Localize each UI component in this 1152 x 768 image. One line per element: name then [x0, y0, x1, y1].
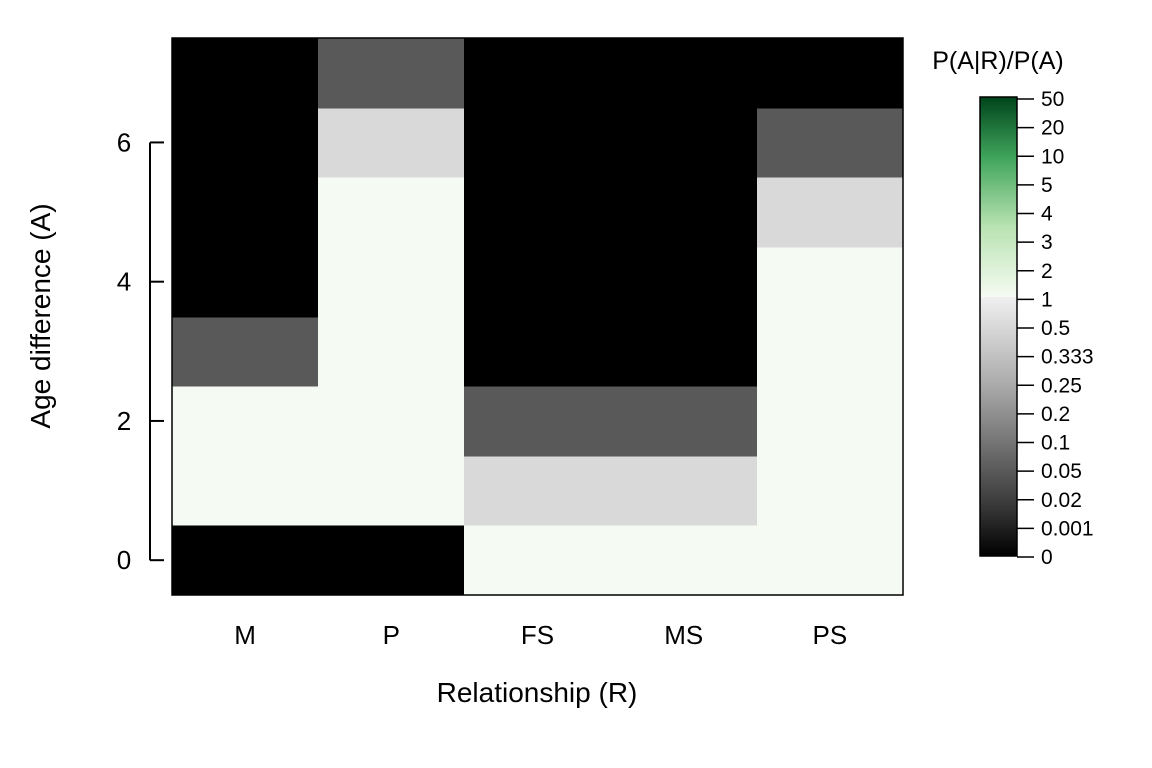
heatmap-cell-MS-4 — [611, 247, 758, 318]
heatmap-cell-FS-0 — [464, 525, 612, 596]
heatmap-cell-M-7 — [172, 38, 319, 109]
y-axis-title: Age difference (A) — [25, 203, 56, 428]
heatmap-cell-MS-3 — [611, 317, 758, 387]
heatmap-cell-PS-4 — [757, 247, 904, 318]
y-tick-label-6: 6 — [117, 127, 131, 157]
legend: P(A|R)/P(A) 50 20 10 5 4 3 2 1 0.5 0.333 0.25 0.2 0.… — [932, 47, 1093, 569]
heatmap-cell-M-1 — [172, 456, 319, 526]
heatmap-cell-FS-4 — [464, 247, 612, 318]
x-tick-label-MS: MS — [664, 620, 703, 650]
heatmap-cell-FS-7 — [464, 38, 612, 109]
legend-green-bar — [980, 97, 1017, 297]
heatmap-cell-P-0 — [318, 525, 465, 596]
heatmap-cell-M-2 — [172, 386, 319, 457]
heatmap-cell-P-6 — [318, 108, 465, 178]
heatmap-cell-M-3 — [172, 317, 319, 387]
legend-title: P(A|R)/P(A) — [932, 47, 1064, 75]
legend-label-0.05: 0.05 — [1041, 460, 1082, 483]
legend-border — [979, 96, 1018, 557]
legend-label-0.333: 0.333 — [1041, 346, 1094, 369]
legend-label-0.1: 0.1 — [1041, 432, 1070, 455]
x-tick-label-M: M — [234, 620, 256, 650]
heatmap-cell-MS-1 — [611, 456, 758, 526]
heatmap-cell-MS-6 — [611, 108, 758, 178]
legend-label-4: 4 — [1041, 203, 1053, 226]
x-tick-label-FS: FS — [521, 620, 554, 650]
heatmap-cell-FS-6 — [464, 108, 612, 178]
legend-ticks: 50 20 10 5 4 3 2 1 0.5 0.333 0.25 0.2 0.1 0.05 0.02 0.0… — [1017, 88, 1094, 569]
heatmap-cell-M-6 — [172, 108, 319, 178]
x-axis-title: Relationship (R) — [437, 677, 638, 708]
heatmap-cell-MS-0 — [611, 525, 758, 596]
heatmap-cell-MS-5 — [611, 177, 758, 248]
heatmap-cell-FS-2 — [464, 386, 612, 457]
heatmap-cell-PS-5 — [757, 177, 904, 248]
legend-label-1: 1 — [1041, 288, 1053, 311]
x-axis-labels: M P FS MS PS — [234, 620, 847, 650]
legend-label-0.2: 0.2 — [1041, 403, 1070, 426]
legend-label-0.25: 0.25 — [1041, 374, 1082, 397]
heatmap-cell-FS-1 — [464, 456, 612, 526]
heatmap-cell-M-0 — [172, 525, 319, 596]
heatmap-cell-FS-3 — [464, 317, 612, 387]
legend-grey-bar — [980, 297, 1017, 556]
heatmap-cell-PS-2 — [757, 386, 904, 457]
legend-label-3: 3 — [1041, 231, 1053, 254]
y-axis: 0 2 4 6 — [117, 127, 164, 575]
legend-label-2: 2 — [1041, 260, 1053, 283]
x-tick-label-P: P — [383, 620, 400, 650]
heatmap-cell-PS-7 — [757, 38, 904, 109]
heatmap-cell-P-5 — [318, 177, 465, 248]
legend-label-20: 20 — [1041, 117, 1064, 140]
heatmap-cell-P-3 — [318, 317, 465, 387]
heatmap-cell-MS-2 — [611, 386, 758, 457]
heatmap-cells — [172, 38, 904, 596]
x-tick-label-PS: PS — [813, 620, 848, 650]
legend-label-50: 50 — [1041, 88, 1064, 111]
heatmap-cell-P-4 — [318, 247, 465, 318]
legend-label-0: 0 — [1041, 546, 1053, 569]
heatmap-cell-P-1 — [318, 456, 465, 526]
legend-label-5: 5 — [1041, 174, 1053, 197]
heatmap-cell-P-7 — [318, 38, 465, 109]
legend-label-0.02: 0.02 — [1041, 489, 1082, 512]
legend-label-0.001: 0.001 — [1041, 517, 1094, 540]
heatmap-cell-P-2 — [318, 386, 465, 457]
legend-label-0.5: 0.5 — [1041, 317, 1070, 340]
heatmap-cell-M-5 — [172, 177, 319, 248]
heatmap-cell-FS-5 — [464, 177, 612, 248]
y-tick-label-2: 2 — [117, 406, 131, 436]
heatmap-cell-PS-6 — [757, 108, 904, 178]
heatmap-cell-MS-7 — [611, 38, 758, 109]
plot-border — [171, 37, 904, 596]
y-tick-label-4: 4 — [117, 267, 131, 297]
heatmap-cell-PS-3 — [757, 317, 904, 387]
heatmap-cell-M-4 — [172, 247, 319, 318]
legend-label-10: 10 — [1041, 145, 1064, 168]
heatmap-cell-PS-1 — [757, 456, 904, 526]
y-tick-label-0: 0 — [117, 545, 131, 575]
heatmap-cell-PS-0 — [757, 525, 904, 596]
